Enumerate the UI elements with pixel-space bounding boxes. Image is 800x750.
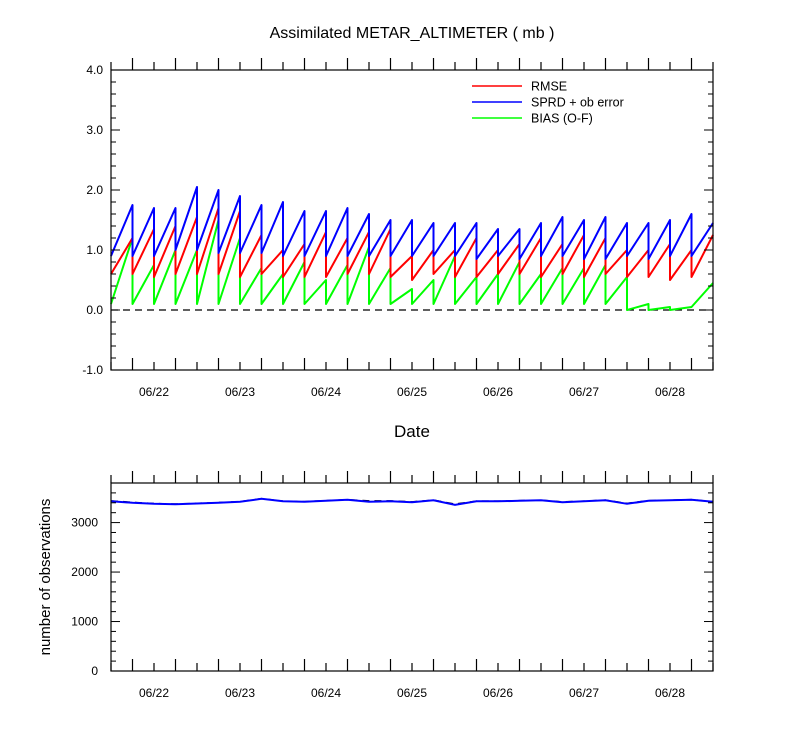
legend-label: BIAS (O-F) xyxy=(531,112,593,126)
series-line-sprd-ob-error xyxy=(110,186,714,260)
x-tick-label: 06/23 xyxy=(225,686,255,700)
y-tick-label: 2000 xyxy=(71,565,98,579)
legend: RMSE SPRD + ob error BIAS (O-F) xyxy=(472,80,624,126)
bottom-plot-area xyxy=(110,497,714,506)
y-tick-label: 1.0 xyxy=(86,243,103,257)
y-tick-label: 3.0 xyxy=(86,123,103,137)
top-x-axis: 06/22 06/23 06/24 06/25 06/26 06/27 06/28 xyxy=(110,58,714,399)
x-tick-label: 06/22 xyxy=(139,385,169,399)
chart-title: Assimilated METAR_ALTIMETER ( mb ) xyxy=(270,25,555,42)
x-tick-label: 06/25 xyxy=(397,385,427,399)
x-tick-label: 06/25 xyxy=(397,686,427,700)
y-axis-label: number of observations xyxy=(37,499,54,656)
legend-label: RMSE xyxy=(531,80,567,94)
legend-label: SPRD + ob error xyxy=(531,96,624,110)
y-tick-label: 3000 xyxy=(71,516,98,530)
x-tick-label: 06/28 xyxy=(655,385,685,399)
x-tick-label: 06/24 xyxy=(311,686,341,700)
x-tick-label: 06/26 xyxy=(483,686,513,700)
x-tick-label: 06/22 xyxy=(139,686,169,700)
y-tick-label: 2.0 xyxy=(86,183,103,197)
y-tick-label: 4.0 xyxy=(86,63,103,77)
bottom-y-axis: 0 1000 2000 3000 xyxy=(71,492,713,678)
y-tick-label: -1.0 xyxy=(82,363,103,377)
x-tick-label: 06/23 xyxy=(225,385,255,399)
bottom-plot-frame xyxy=(110,482,714,672)
x-tick-label: 06/26 xyxy=(483,385,513,399)
bottom-x-axis: 06/22 06/23 06/24 06/25 06/26 06/27 06/28 xyxy=(110,471,714,700)
y-tick-label: 0.0 xyxy=(86,303,103,317)
series-line-observations-used xyxy=(110,497,714,506)
top-panel: Assimilated METAR_ALTIMETER ( mb ) -1.0 0… xyxy=(82,25,714,441)
top-y-axis: -1.0 0.0 1.0 2.0 3.0 4.0 xyxy=(82,63,713,377)
x-tick-label: 06/27 xyxy=(569,686,599,700)
x-tick-label: 06/27 xyxy=(569,385,599,399)
x-tick-label: 06/28 xyxy=(655,686,685,700)
x-tick-label: 06/24 xyxy=(311,385,341,399)
x-axis-label: Date xyxy=(394,422,430,441)
y-tick-label: 0 xyxy=(91,664,98,678)
y-tick-label: 1000 xyxy=(71,615,98,629)
top-plot-area xyxy=(110,186,714,311)
